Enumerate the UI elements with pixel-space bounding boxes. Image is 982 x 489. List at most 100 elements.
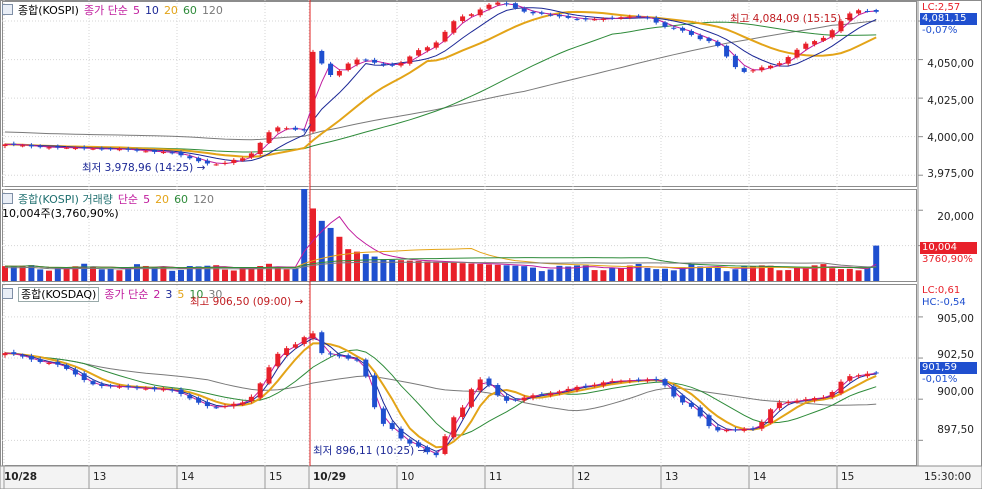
kospi-candle — [565, 15, 571, 18]
kosdaq-candle — [759, 421, 765, 429]
volume-bar — [336, 236, 343, 281]
kospi-candle — [319, 50, 325, 64]
volume-bar — [292, 268, 299, 281]
kosdaq-candle — [319, 332, 325, 354]
kospi-candle — [64, 147, 70, 149]
kosdaq-candle — [618, 380, 624, 382]
kosdaq-candle — [706, 415, 712, 427]
kospi-candle — [820, 37, 826, 41]
volume-tag: 10,004 — [920, 242, 977, 254]
kospi-candle — [688, 31, 694, 35]
volume-bar — [855, 270, 862, 281]
panel-menu-icon[interactable] — [2, 4, 13, 15]
volume-bar — [811, 265, 818, 281]
kospi-candle — [706, 38, 712, 42]
kosdaq-candle — [108, 385, 114, 387]
kospi-candle — [99, 148, 105, 150]
kosdaq-candle — [336, 354, 342, 357]
volume-bar — [547, 269, 554, 281]
kospi-candle — [328, 63, 334, 75]
kosdaq-candle — [72, 369, 78, 375]
kospi-candle — [125, 148, 131, 150]
volume-ma120-line — [4, 261, 877, 270]
kospi-candle — [477, 9, 483, 16]
kospi-candle — [284, 128, 290, 130]
volume-bar — [354, 251, 360, 281]
volume-bar — [54, 268, 61, 281]
volume-title[interactable]: 종합(KOSPI) 거래량 — [18, 193, 113, 206]
kospi-candle — [759, 67, 765, 71]
kospi-candle — [257, 142, 263, 155]
kospi-candle — [222, 162, 228, 164]
kosdaq-candle — [363, 359, 369, 377]
volume-bar — [362, 254, 369, 281]
kospi-candle — [592, 19, 598, 21]
volume-bar — [81, 263, 88, 281]
volume-bar — [565, 266, 572, 281]
volume-bar — [688, 264, 695, 281]
kospi-candle — [556, 14, 562, 17]
kospi-y-tick: 4,050,00 — [927, 58, 974, 70]
kospi-candle — [231, 159, 237, 163]
volume-bar — [213, 265, 220, 281]
kosdaq-y-tick: 902,50 — [937, 349, 974, 361]
kospi-candle — [442, 31, 448, 42]
kospi-candle — [495, 2, 501, 5]
kosdaq-candle — [169, 389, 175, 391]
volume-bar — [186, 266, 193, 281]
panel-menu-icon[interactable] — [2, 193, 13, 204]
volume-bar — [10, 266, 17, 281]
volume-bar — [63, 268, 70, 281]
kospi-ma10: 10 — [144, 4, 159, 17]
kosdaq-change-tag: -0,01% — [922, 374, 958, 385]
volume-bar — [178, 269, 184, 281]
kospi-candle — [803, 43, 809, 49]
kosdaq-candle — [829, 391, 835, 397]
volume-bar — [521, 266, 528, 281]
kosdaq-candle — [240, 402, 246, 405]
volume-bar — [151, 267, 158, 281]
volume-bar — [2, 266, 8, 281]
kosdaq-high-note: 최고 906,50 (09:00) → — [190, 294, 303, 309]
volume-ma120: 120 — [193, 193, 215, 206]
kosdaq-candle — [539, 394, 545, 396]
volume-bar — [310, 208, 316, 281]
volume-bar — [459, 263, 466, 281]
volume-pct-tag: 3760,90% — [922, 254, 973, 265]
kosdaq-candle — [680, 395, 686, 403]
panel-menu-icon[interactable] — [2, 288, 13, 299]
volume-bar — [248, 268, 255, 281]
volume-ma-label: 단순 — [117, 193, 139, 206]
kospi-candle — [662, 22, 668, 27]
volume-bar — [767, 265, 774, 281]
volume-bar — [46, 270, 52, 281]
x-label-date: 10/29 — [313, 471, 347, 483]
kosdaq-candle — [37, 359, 43, 362]
kosdaq-low-note: 최저 896,11 (10:25) → — [313, 443, 426, 458]
kospi-ma20-line — [4, 10, 877, 158]
volume-bar — [222, 269, 228, 281]
kosdaq-ma10: 10 — [189, 288, 204, 301]
kospi-candle — [196, 157, 202, 162]
kosdaq-candle — [794, 400, 800, 403]
kospi-candle — [539, 12, 545, 14]
kosdaq-candle — [301, 337, 307, 344]
kospi-index-name[interactable]: 종합(KOSPI) — [18, 4, 79, 17]
kospi-candle — [81, 147, 87, 149]
kospi-high-note: 최고 4,084,09 (15:15) → — [730, 11, 853, 26]
kosdaq-index-name[interactable]: 종합(KOSDAQ) — [18, 287, 100, 302]
kospi-candle — [451, 21, 457, 33]
kosdaq-candle — [11, 352, 17, 355]
kospi-y-tick: 4,000,00 — [927, 132, 974, 144]
volume-bar — [468, 263, 475, 281]
kospi-change-tag: -0,07% — [922, 25, 958, 36]
kospi-legend: 종합(KOSPI) 종가 단순 5 10 20 60 120 — [2, 2, 228, 18]
kosdaq-y-tick: 897,50 — [937, 424, 974, 436]
kosdaq-high-text: 최고 906,50 (09:00) — [190, 296, 292, 308]
kosdaq-candle — [116, 386, 122, 388]
kospi-candle — [864, 10, 870, 12]
kospi-candle — [169, 152, 175, 154]
kospi-candle — [134, 149, 140, 151]
kosdaq-candle — [310, 333, 316, 339]
